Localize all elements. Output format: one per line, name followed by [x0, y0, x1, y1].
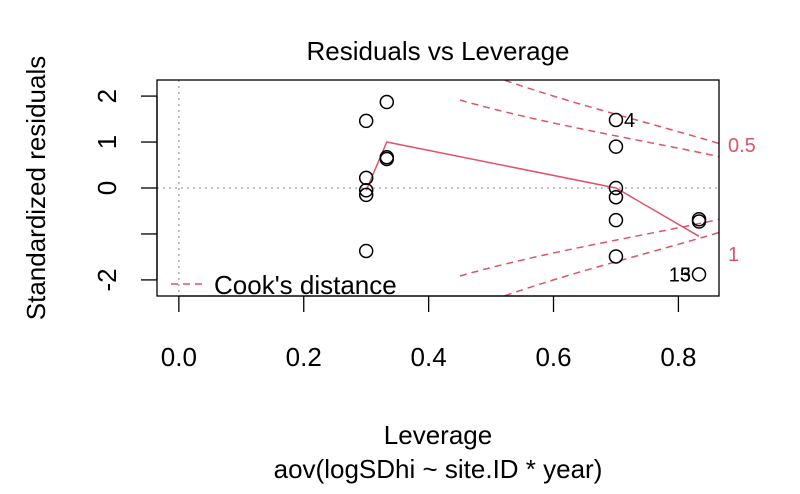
data-point	[691, 214, 707, 229]
x-tick-label: 0.8	[660, 342, 696, 372]
smooth-line	[365, 141, 700, 237]
data-point	[608, 212, 624, 228]
x-axis: 0.0 0.2 0.4 0.6 0.8	[161, 295, 696, 372]
x-tick-label: 0.2	[286, 342, 322, 372]
point-label: 3	[680, 264, 691, 286]
data-point	[691, 267, 707, 282]
x-tick-label: 0.4	[411, 342, 447, 372]
x-axis-label: Leverage	[384, 420, 492, 450]
contour-label-0.5: 0.5	[728, 135, 756, 157]
x-tick-label: 0.6	[535, 342, 571, 372]
data-point	[358, 187, 374, 203]
data-point	[358, 113, 374, 129]
legend-label: Cook's distance	[214, 270, 397, 300]
data-point	[358, 243, 374, 259]
reference-lines	[157, 80, 719, 296]
cook-contour-0.5-lower	[459, 218, 719, 277]
data-point	[358, 183, 374, 198]
cook-contour-1-lower	[501, 231, 719, 296]
y-tick-label: -2	[92, 268, 122, 291]
x-axis-subtitle: aov(logSDhi ~ site.ID * year)	[274, 454, 603, 484]
cook-contour-0.5-upper	[459, 99, 719, 158]
contour-labels: 0.51	[728, 135, 756, 266]
x-tick-label: 0.0	[161, 342, 197, 372]
data-point	[379, 151, 395, 167]
point-labels: 4 153	[624, 110, 691, 286]
chart-title: Residuals vs Leverage	[306, 36, 569, 66]
data-point	[608, 249, 624, 264]
data-point	[379, 94, 395, 110]
point-label: 4	[624, 110, 635, 132]
y-tick-label: 1	[92, 135, 122, 149]
data-point	[608, 112, 624, 128]
y-tick-label: 0	[92, 181, 122, 195]
y-axis-label: Standardized residuals	[21, 56, 51, 321]
data-point	[608, 180, 624, 196]
smooth-line-layer	[365, 141, 700, 237]
y-tick-label: 2	[92, 89, 122, 103]
legend: Cook's distance	[171, 270, 397, 300]
data-point	[608, 139, 624, 154]
cook-contour-1-upper	[501, 80, 719, 145]
contour-label-1: 1	[728, 244, 739, 266]
cooks-distance-contours	[459, 80, 719, 296]
data-points	[358, 94, 707, 282]
y-axis: -2 0 1 2	[92, 89, 158, 291]
point-label: 15	[669, 264, 691, 286]
data-point	[608, 189, 624, 205]
